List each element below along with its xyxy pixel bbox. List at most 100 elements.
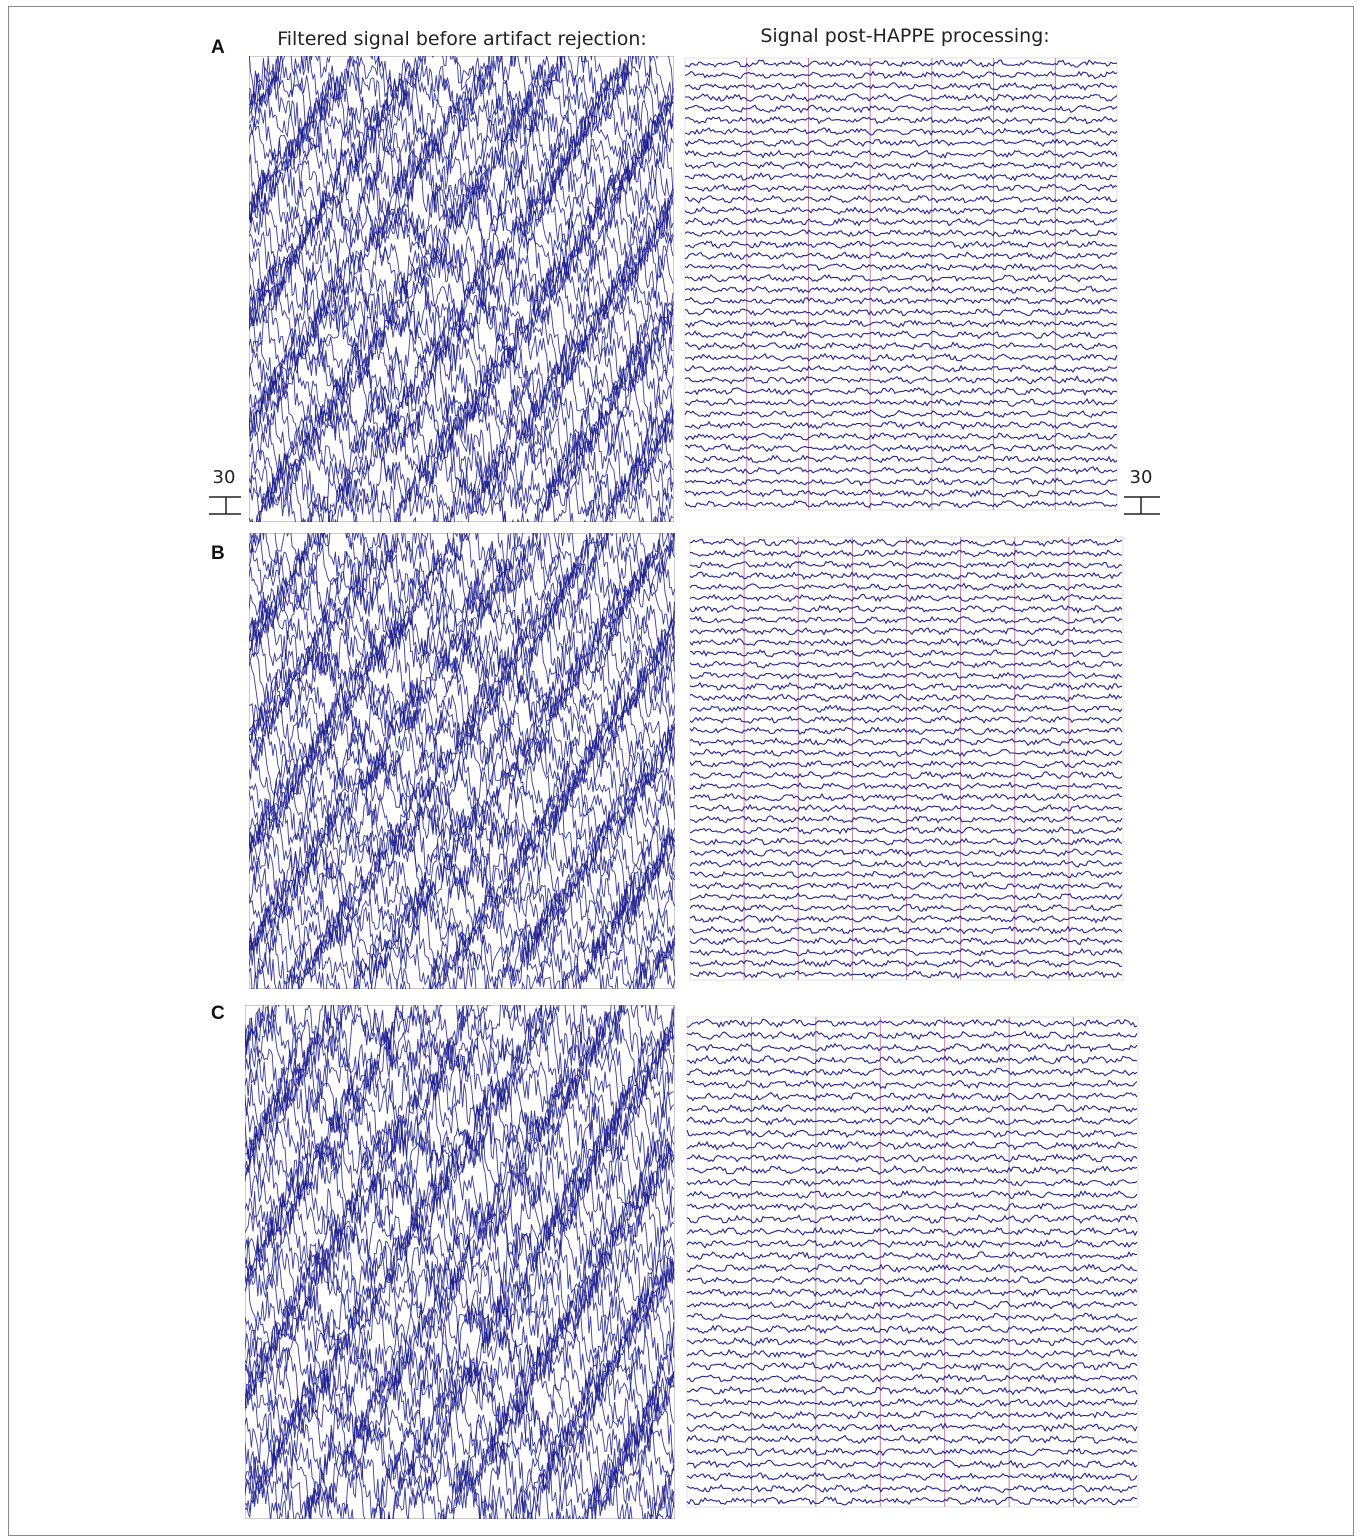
channel-trace bbox=[687, 1287, 1138, 1298]
channel-trace bbox=[689, 781, 1123, 791]
channel-trace bbox=[689, 737, 1123, 747]
channel-trace bbox=[686, 1140, 1138, 1151]
channel-trace bbox=[249, 533, 675, 617]
channel-trace bbox=[689, 770, 1123, 780]
channel-trace bbox=[249, 302, 674, 437]
channel-trace bbox=[686, 1373, 1138, 1384]
channel-trace bbox=[689, 759, 1123, 769]
channel-trace bbox=[249, 56, 674, 100]
channel-trace bbox=[249, 820, 675, 929]
channel-trace bbox=[689, 970, 1123, 980]
panel-b-raw-eeg-plot bbox=[249, 533, 675, 989]
channel-trace bbox=[686, 1275, 1138, 1285]
scale-bar-left: 30 bbox=[209, 467, 241, 515]
plot-frame bbox=[686, 1016, 1139, 1508]
panel-label-c: C bbox=[211, 1003, 225, 1024]
channel-trace bbox=[689, 538, 1123, 548]
channel-trace bbox=[249, 825, 675, 949]
channel-trace bbox=[249, 460, 674, 522]
channel-trace bbox=[689, 582, 1123, 592]
channel-trace bbox=[249, 170, 674, 297]
channel-trace bbox=[686, 1092, 1138, 1102]
channel-trace bbox=[686, 1030, 1138, 1040]
channel-trace bbox=[689, 604, 1123, 614]
channel-trace bbox=[245, 1364, 675, 1463]
channel-trace bbox=[249, 326, 674, 430]
channel-trace bbox=[684, 160, 1118, 170]
channel-trace bbox=[686, 1054, 1138, 1065]
channel-trace bbox=[684, 183, 1118, 193]
channel-trace bbox=[684, 318, 1118, 329]
channel-trace bbox=[686, 1361, 1138, 1372]
channel-trace bbox=[245, 1280, 675, 1408]
channel-trace bbox=[684, 59, 1118, 68]
channel-trace bbox=[686, 1226, 1138, 1237]
scale-bar-right: 30 bbox=[1124, 467, 1160, 515]
channel-trace bbox=[689, 815, 1123, 824]
channel-trace bbox=[684, 352, 1118, 362]
channel-trace bbox=[245, 1357, 675, 1496]
channel-trace bbox=[684, 308, 1118, 317]
channel-trace bbox=[249, 831, 675, 960]
channel-trace bbox=[684, 499, 1118, 509]
channel-trace bbox=[684, 296, 1118, 306]
channel-trace bbox=[245, 1264, 675, 1393]
channel-trace bbox=[245, 1005, 675, 1093]
channel-trace bbox=[249, 389, 674, 515]
channel-trace bbox=[689, 947, 1123, 957]
channel-trace bbox=[684, 115, 1118, 125]
channel-trace bbox=[686, 1067, 1138, 1077]
channel-trace bbox=[689, 792, 1123, 802]
channel-trace bbox=[249, 70, 674, 166]
panel-a-raw-eeg-plot bbox=[249, 56, 674, 522]
channel-trace bbox=[689, 848, 1123, 858]
channel-trace bbox=[686, 1312, 1138, 1322]
panel-a-processed-eeg-plot bbox=[684, 57, 1118, 511]
channel-trace bbox=[684, 127, 1118, 136]
channel-trace bbox=[684, 386, 1118, 397]
channel-trace bbox=[249, 550, 675, 669]
channel-trace bbox=[249, 631, 675, 724]
channel-trace bbox=[245, 1129, 675, 1272]
channel-trace bbox=[249, 736, 675, 850]
channel-trace bbox=[684, 70, 1118, 80]
channel-trace bbox=[685, 420, 1118, 431]
channel-trace bbox=[686, 1177, 1138, 1187]
channel-trace bbox=[684, 171, 1118, 182]
channel-trace bbox=[684, 364, 1118, 374]
channel-trace bbox=[245, 1452, 675, 1519]
scale-bar-left-label: 30 bbox=[213, 467, 236, 488]
channel-trace bbox=[249, 951, 675, 989]
channel-trace bbox=[686, 1337, 1138, 1347]
channel-trace bbox=[686, 1189, 1138, 1200]
channel-trace bbox=[689, 892, 1123, 902]
channel-trace bbox=[686, 1385, 1138, 1396]
channel-trace bbox=[245, 1005, 674, 1099]
channel-trace bbox=[249, 533, 675, 624]
channel-trace bbox=[689, 870, 1123, 879]
channel-trace bbox=[686, 1397, 1138, 1408]
channel-trace bbox=[245, 1038, 674, 1171]
channel-trace bbox=[245, 1245, 675, 1356]
channel-trace bbox=[684, 217, 1118, 227]
channel-trace bbox=[684, 104, 1118, 114]
channel-trace bbox=[689, 803, 1123, 813]
channel-trace bbox=[689, 936, 1123, 946]
channel-trace bbox=[249, 397, 674, 508]
channel-trace bbox=[689, 837, 1123, 846]
channel-trace bbox=[249, 709, 675, 797]
channel-trace bbox=[686, 1128, 1138, 1139]
channel-trace bbox=[689, 693, 1123, 703]
channel-trace bbox=[245, 1232, 675, 1340]
channel-trace bbox=[684, 466, 1118, 475]
channel-trace bbox=[245, 1140, 675, 1261]
channel-trace bbox=[689, 671, 1123, 681]
channel-trace bbox=[249, 533, 675, 598]
channel-trace bbox=[249, 626, 675, 750]
panel-c-processed-eeg-plot bbox=[686, 1016, 1139, 1508]
channel-trace bbox=[249, 630, 675, 706]
channel-trace bbox=[686, 1410, 1138, 1420]
channel-trace bbox=[686, 1324, 1138, 1335]
channel-trace bbox=[686, 1165, 1138, 1175]
panel-label-a: A bbox=[211, 37, 225, 58]
